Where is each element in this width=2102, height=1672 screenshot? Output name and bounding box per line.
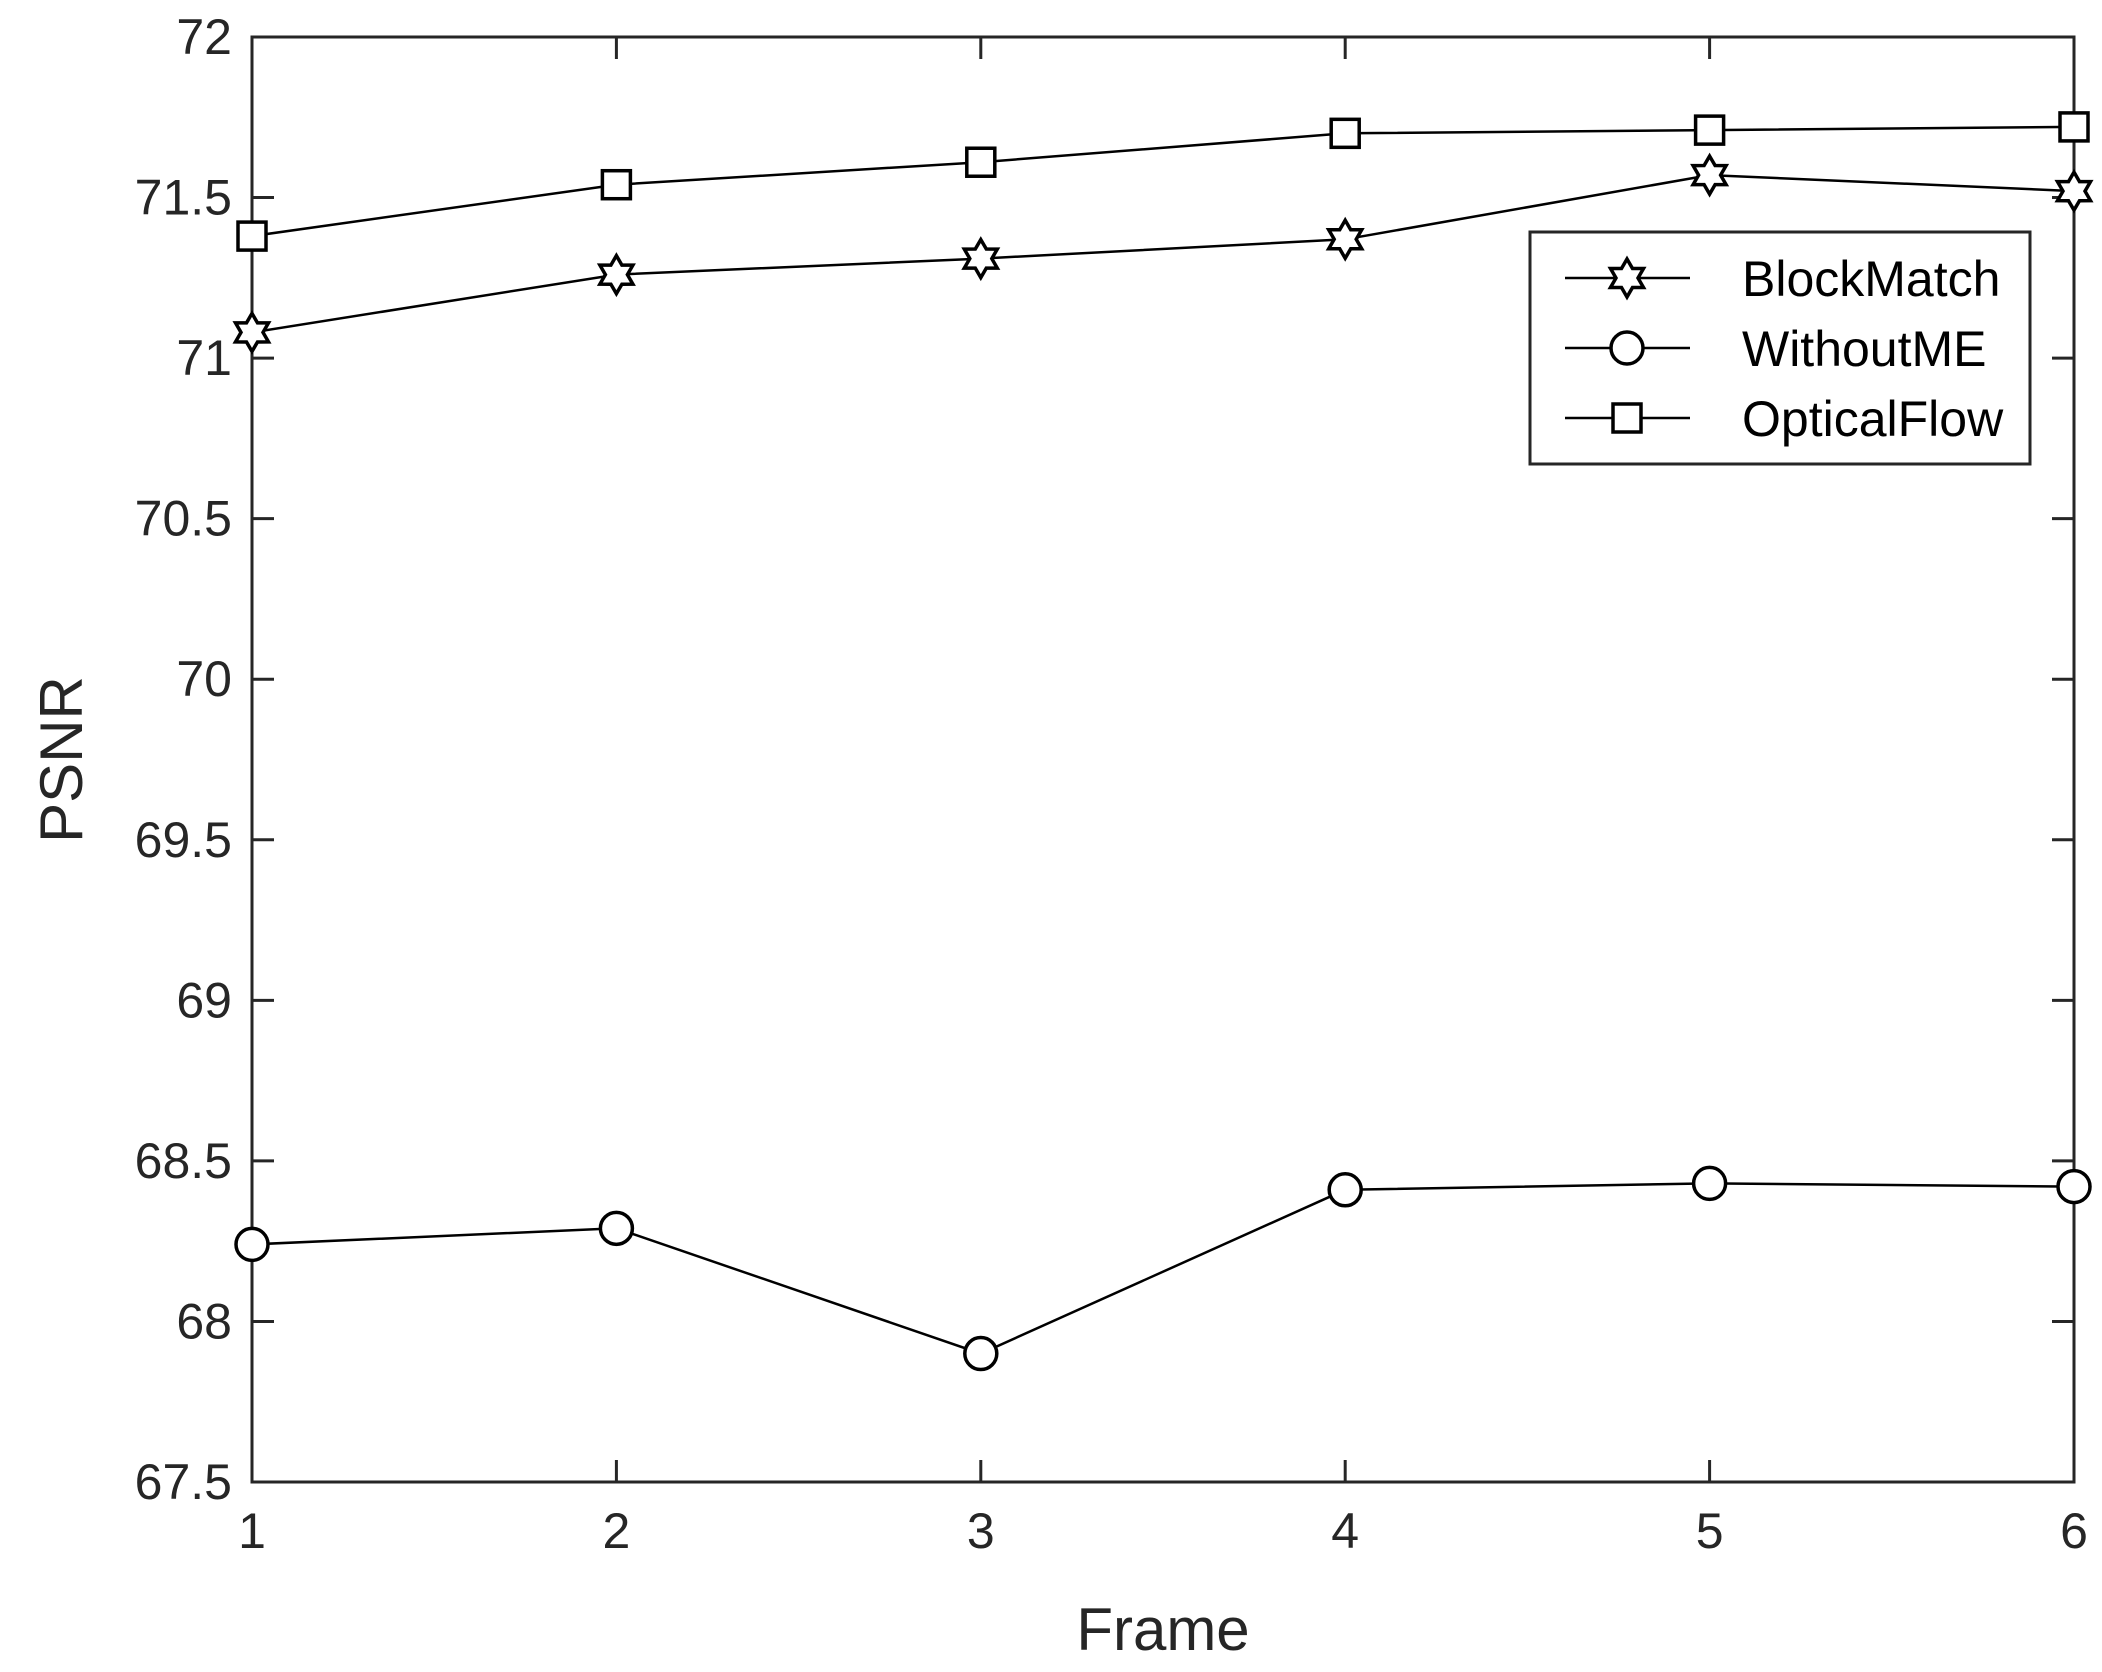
y-tick-label: 68.5 — [135, 1133, 232, 1189]
data-point-withoutme — [1691, 1165, 1728, 1202]
y-tick-label: 72 — [176, 9, 232, 65]
data-point-blockmatch — [232, 309, 272, 355]
data-point-withoutme — [1327, 1172, 1363, 1208]
series-line-blockmatch — [251, 173, 2075, 334]
x-tick-label: 5 — [1696, 1503, 1724, 1559]
plot-area-frame — [250, 35, 2076, 1484]
y-tick-label: 71.5 — [135, 170, 232, 226]
legend-marker — [1611, 402, 1643, 434]
data-point-opticalflow — [1329, 117, 1361, 150]
data-point-withoutme — [598, 1210, 635, 1247]
y-tick-label: 68 — [176, 1293, 232, 1349]
x-tick-label: 4 — [1331, 1503, 1359, 1559]
data-point-blockmatch — [2054, 168, 2094, 214]
x-tick-label: 3 — [967, 1503, 995, 1559]
series-markers — [232, 111, 2094, 1372]
series-line-withoutme — [251, 1182, 2075, 1355]
legend-marker — [1609, 330, 1645, 366]
data-point-opticalflow — [600, 168, 633, 201]
legend-label: BlockMatch — [1742, 251, 2000, 307]
data-point-opticalflow — [2058, 111, 2090, 143]
data-point-blockmatch — [1690, 152, 1730, 198]
y-tick-label: 70 — [176, 651, 232, 707]
data-point-blockmatch — [1325, 216, 1365, 262]
data-point-opticalflow — [1693, 114, 1726, 146]
data-point-opticalflow — [236, 220, 268, 252]
data-point-blockmatch — [961, 236, 1001, 282]
data-point-withoutme — [234, 1226, 270, 1263]
x-tick-label: 2 — [602, 1503, 630, 1559]
data-point-opticalflow — [965, 146, 997, 178]
x-tick-label: 1 — [238, 1503, 266, 1559]
x-tick-label: 6 — [2060, 1503, 2088, 1559]
y-tick-label: 69.5 — [135, 812, 232, 868]
data-point-withoutme — [963, 1335, 999, 1372]
data-point-blockmatch — [596, 252, 636, 298]
x-axis-title: Frame — [1076, 1596, 1249, 1663]
legend-label: OpticalFlow — [1742, 391, 2004, 447]
series-lines — [251, 125, 2075, 1355]
legend-marker — [1607, 255, 1647, 301]
y-tick-label: 70.5 — [135, 491, 232, 547]
axes: 1 2 3 4 5 6 67.5 68 68.5 69 69.5 70 70.5 71 71.5 72 — [135, 9, 2088, 1559]
y-tick-label: 69 — [176, 972, 232, 1028]
legend: BlockMatch WithoutME OpticalFlow — [1528, 230, 2032, 466]
series-line-opticalflow — [251, 125, 2075, 238]
y-axis-title: PSNR — [28, 676, 95, 843]
y-tick-label: 71 — [176, 330, 232, 386]
data-point-withoutme — [2056, 1168, 2092, 1205]
legend-label: WithoutME — [1742, 321, 1987, 377]
y-tick-label: 67.5 — [135, 1454, 232, 1510]
